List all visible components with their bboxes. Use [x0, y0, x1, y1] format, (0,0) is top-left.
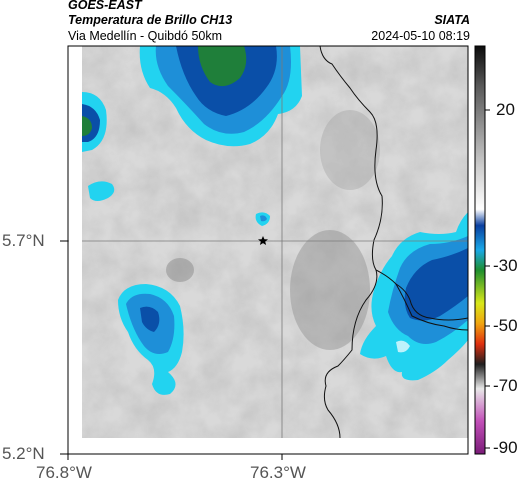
- cloud-cell: [88, 181, 115, 201]
- colorbar-label-minus-70: -70: [493, 376, 518, 395]
- product-title: Temperatura de Brillo CH13: [68, 13, 233, 27]
- border-line: [395, 283, 468, 321]
- datetime-label: 2024-05-10 08:19: [371, 29, 470, 43]
- colorbar-label-minus-30: -30: [493, 256, 518, 275]
- cloud-lower-left: [118, 284, 184, 395]
- colorbar: [474, 45, 486, 455]
- cloud-top-center: [139, 46, 302, 147]
- lon-label-76-8: 76.8°W: [36, 463, 92, 482]
- location-star-marker: [258, 236, 268, 245]
- route-subtitle: Via Medellín - Quibdó 50km: [68, 29, 223, 43]
- map-margin: [69, 438, 467, 453]
- gray-zone: [320, 110, 380, 190]
- colorbar-label-20: 20: [496, 100, 515, 119]
- border-line: [319, 46, 383, 438]
- satellite-title: GOES-EAST: [68, 0, 142, 12]
- map-margin: [69, 47, 82, 438]
- agency-label: SIATA: [434, 13, 470, 27]
- map-frame: [67, 45, 469, 455]
- colorbar-label-minus-50: -50: [493, 316, 518, 335]
- colorbar-label-minus-90: -90: [493, 438, 518, 457]
- cloud-cell: [260, 215, 267, 222]
- lon-label-76-3: 76.3°W: [250, 463, 306, 482]
- border-line: [375, 269, 468, 331]
- gray-zone: [166, 258, 194, 282]
- cloud-left-edge: [82, 92, 107, 152]
- gray-zone: [290, 230, 370, 350]
- lat-label-5-2: 5.2°N: [2, 444, 45, 463]
- lat-label-5-7: 5.7°N: [2, 231, 45, 250]
- cloud-right: [360, 212, 468, 381]
